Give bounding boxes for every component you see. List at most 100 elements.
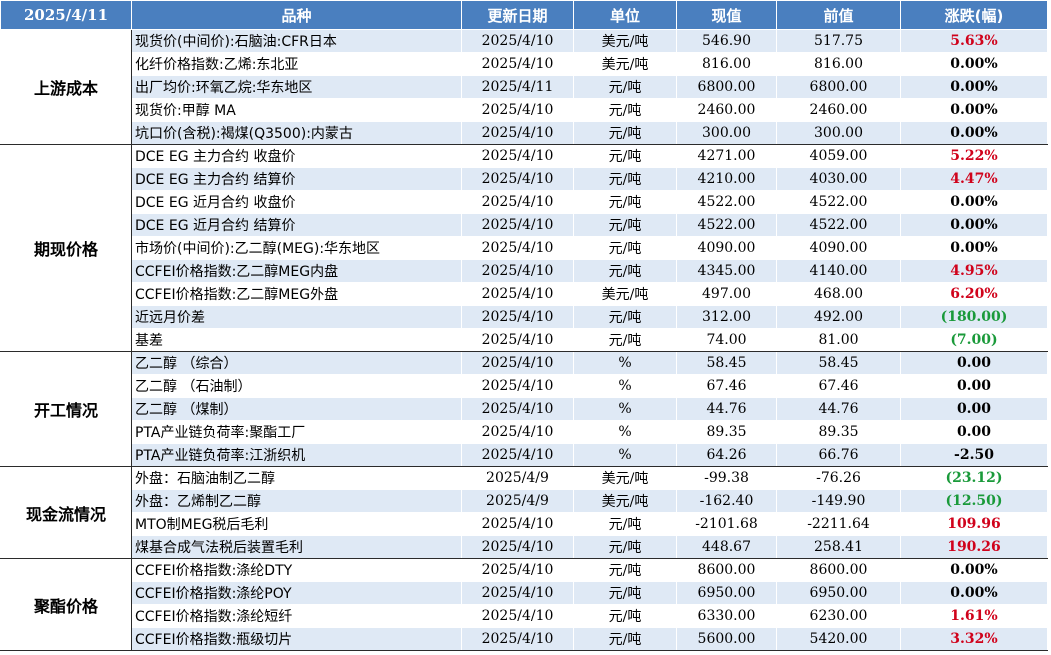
unit: 元/吨 xyxy=(573,144,677,168)
item-name: DCE EG 主力合约 结算价 xyxy=(131,167,462,191)
update-date: 2025/4/10 xyxy=(461,190,574,214)
current-value: 2460.00 xyxy=(676,98,777,122)
current-value: 497.00 xyxy=(676,282,777,306)
change-value: (180.00) xyxy=(900,305,1048,329)
change-value: 4.95% xyxy=(900,259,1048,283)
header-item: 品种 xyxy=(131,0,462,30)
change-value: 109.96 xyxy=(900,512,1048,536)
table-row: DCE EG 主力合约 结算价 2025/4/10 元/吨 4210.00 4030.0… xyxy=(1,167,1048,191)
table-row: 乙二醇 （煤制） 2025/4/10% 44.76 44.76 0.00 xyxy=(1,397,1048,421)
unit: 元/吨 xyxy=(573,627,677,651)
update-date: 2025/4/10 xyxy=(461,420,574,444)
update-date: 2025/4/10 xyxy=(461,512,574,536)
previous-value: -2211.64 xyxy=(776,512,901,536)
header-unit: 单位 xyxy=(573,0,677,30)
item-name: 基差 xyxy=(131,328,462,352)
item-name: 出厂均价:环氧乙烷:华东地区 xyxy=(131,75,462,99)
current-value: 4210.00 xyxy=(676,167,777,191)
table-row: PTA产业链负荷率:江浙织机 2025/4/10% 64.26 66.76 -2.50 xyxy=(1,443,1048,467)
table-body: 上游成本 现货价(中间价):石脑油:CFR日本 2025/4/10 美元/吨 546.9… xyxy=(0,29,1048,651)
table-row: 出厂均价:环氧乙烷:华东地区 2025/4/11 元/吨 6800.00 6800.00… xyxy=(1,75,1048,99)
previous-value: 81.00 xyxy=(776,328,901,352)
change-value: 0.00 xyxy=(900,397,1048,421)
current-value: -162.40 xyxy=(676,489,777,513)
current-value: 5600.00 xyxy=(676,627,777,651)
current-value: 4522.00 xyxy=(676,190,777,214)
change-value: 0.00 xyxy=(900,374,1048,398)
previous-value: 6800.00 xyxy=(776,75,901,99)
update-date: 2025/4/10 xyxy=(461,144,574,168)
change-value: 0.00% xyxy=(900,121,1048,145)
table-row: DCE EG 近月合约 收盘价 2025/4/10 元/吨 4522.00 4522.0… xyxy=(1,190,1048,214)
unit: 元/吨 xyxy=(573,190,677,214)
change-value: 0.00% xyxy=(900,558,1048,582)
update-date: 2025/4/10 xyxy=(461,259,574,283)
current-value: 4090.00 xyxy=(676,236,777,260)
previous-value: 66.76 xyxy=(776,443,901,467)
item-name: CCFEI价格指数:乙二醇MEG外盘 xyxy=(131,282,462,306)
table-row: 市场价(中间价):乙二醇(MEG):华东地区 2025/4/10 元/吨 4090.0… xyxy=(1,236,1048,260)
change-value: (23.12) xyxy=(900,466,1048,490)
change-value: 0.00% xyxy=(900,236,1048,260)
table-row: CCFEI价格指数:涤纶短纤 2025/4/10 元/吨 6330.00 6230.00… xyxy=(1,604,1048,628)
update-date: 2025/4/10 xyxy=(461,535,574,559)
table-row: 期现价格 DCE EG 主力合约 收盘价 2025/4/10 元/吨 4271.00 40… xyxy=(0,144,1048,352)
item-name: 乙二醇 （石油制） xyxy=(131,374,462,398)
unit: 元/吨 xyxy=(573,75,677,99)
change-value: 0.00 xyxy=(900,351,1048,375)
item-name: 现货价:甲醇 MA xyxy=(131,98,462,122)
item-name: DCE EG 主力合约 收盘价 xyxy=(131,144,462,168)
item-name: 市场价(中间价):乙二醇(MEG):华东地区 xyxy=(131,236,462,260)
unit: 元/吨 xyxy=(573,328,677,352)
table-row: 煤基合成气法税后装置毛利 2025/4/10 元/吨 448.67 258.41 190.… xyxy=(1,535,1048,559)
item-name: 煤基合成气法税后装置毛利 xyxy=(131,535,462,559)
change-value: 0.00% xyxy=(900,52,1048,76)
change-value: 5.63% xyxy=(900,29,1048,53)
current-value: 4345.00 xyxy=(676,259,777,283)
update-date: 2025/4/10 xyxy=(461,52,574,76)
item-name: CCFEI价格指数:涤纶DTY xyxy=(131,558,462,582)
change-value: -2.50 xyxy=(900,443,1048,467)
previous-value: 4059.00 xyxy=(776,144,901,168)
header-previous: 前值 xyxy=(776,0,901,30)
previous-value: 6230.00 xyxy=(776,604,901,628)
table-row: 乙二醇 （石油制） 2025/4/10% 67.46 67.46 0.00 xyxy=(1,374,1048,398)
unit: 美元/吨 xyxy=(573,29,677,53)
update-date: 2025/4/11 xyxy=(461,75,574,99)
update-date: 2025/4/9 xyxy=(461,489,574,513)
table-row: 上游成本 现货价(中间价):石脑油:CFR日本 2025/4/10 美元/吨 546.9… xyxy=(0,29,1048,145)
current-value: 44.76 xyxy=(676,397,777,421)
item-name: DCE EG 近月合约 收盘价 xyxy=(131,190,462,214)
change-value: 6.20% xyxy=(900,282,1048,306)
item-name: 近远月价差 xyxy=(131,305,462,329)
unit: 元/吨 xyxy=(573,512,677,536)
change-value: 3.32% xyxy=(900,627,1048,651)
current-value: -99.38 xyxy=(676,466,777,490)
previous-value: 5420.00 xyxy=(776,627,901,651)
update-date: 2025/4/10 xyxy=(461,397,574,421)
update-date: 2025/4/10 xyxy=(461,167,574,191)
group-label: 期现价格 xyxy=(0,144,132,352)
header-row: 2025/4/11 品种 更新日期 单位 现值 前值 涨跌(幅) xyxy=(0,0,1048,30)
update-date: 2025/4/10 xyxy=(461,328,574,352)
header-update-date: 更新日期 xyxy=(461,0,574,30)
current-value: 4522.00 xyxy=(676,213,777,237)
table-row: DCE EG 近月合约 结算价 2025/4/10 元/吨 4522.00 4522.0… xyxy=(1,213,1048,237)
previous-value: 492.00 xyxy=(776,305,901,329)
current-value: 6800.00 xyxy=(676,75,777,99)
current-value: 300.00 xyxy=(676,121,777,145)
unit: 元/吨 xyxy=(573,167,677,191)
unit: 美元/吨 xyxy=(573,52,677,76)
change-value: 4.47% xyxy=(900,167,1048,191)
update-date: 2025/4/10 xyxy=(461,627,574,651)
table-row: PTA产业链负荷率:聚酯工厂 2025/4/10% 89.35 89.35 0.00 xyxy=(1,420,1048,444)
group-label: 开工情况 xyxy=(0,351,132,467)
previous-value: 8600.00 xyxy=(776,558,901,582)
current-value: 4271.00 xyxy=(676,144,777,168)
update-date: 2025/4/10 xyxy=(461,604,574,628)
current-value: 67.46 xyxy=(676,374,777,398)
table-row: 近远月价差 2025/4/10 元/吨 312.00 492.00 (180.00) xyxy=(1,305,1048,329)
previous-value: -76.26 xyxy=(776,466,901,490)
change-value: 5.22% xyxy=(900,144,1048,168)
unit: 元/吨 xyxy=(573,236,677,260)
